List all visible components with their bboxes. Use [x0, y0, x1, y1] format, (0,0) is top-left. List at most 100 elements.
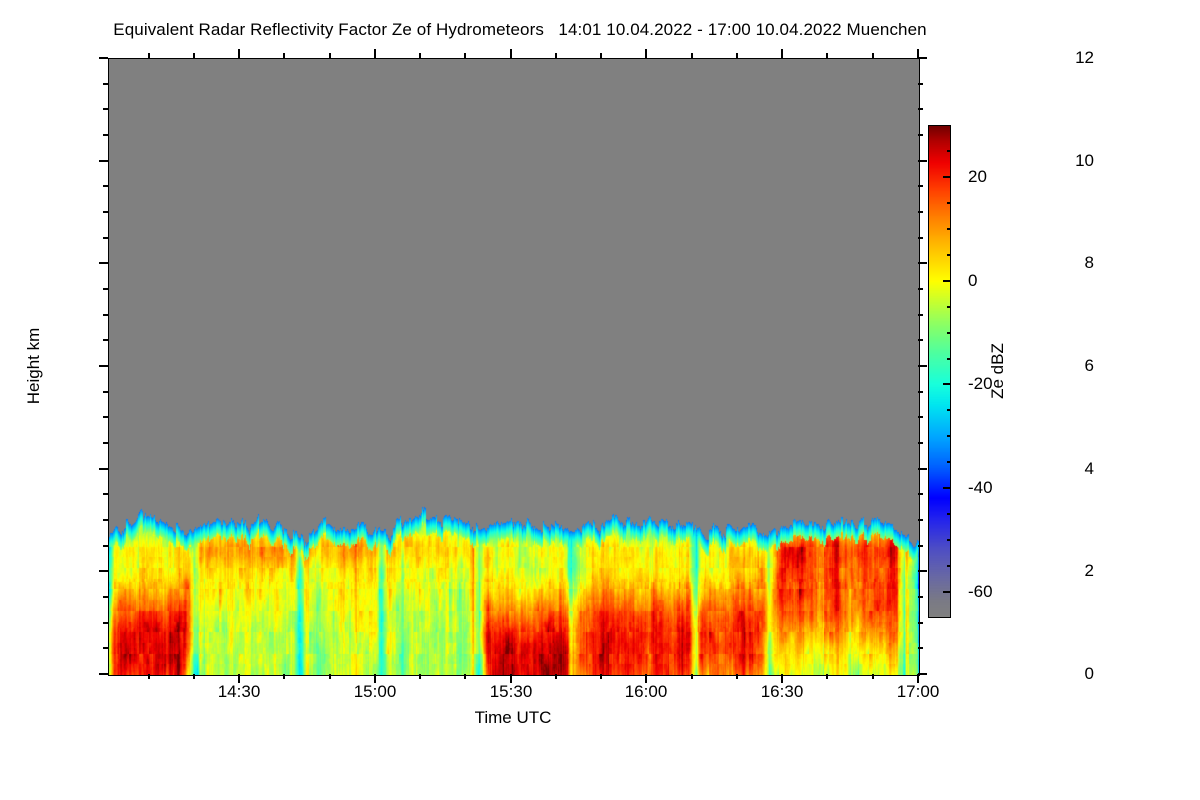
colorbar-tick-label: -60 [968, 582, 993, 601]
axis-tick [691, 674, 693, 679]
axis-tick [918, 211, 923, 213]
axis-tick [464, 53, 466, 58]
colorbar-gradient [928, 125, 951, 618]
axis-tick [464, 674, 466, 679]
colorbar-tick-label: -20 [968, 374, 993, 393]
colorbar-tick [947, 202, 951, 204]
colorbar-tick [943, 487, 951, 489]
axis-tick [918, 391, 923, 393]
axis-tick [103, 134, 108, 136]
axis-tick [918, 647, 923, 649]
axis-tick [691, 53, 693, 58]
axis-tick [103, 416, 108, 418]
colorbar-tick [947, 358, 951, 360]
axis-tick [918, 493, 923, 495]
axis-tick [918, 596, 923, 598]
colorbar-tick [947, 435, 951, 437]
axis-tick [872, 53, 874, 58]
axis-tick [103, 211, 108, 213]
axis-tick [103, 288, 108, 290]
axis-tick [918, 468, 927, 470]
colorbar-tick [947, 513, 951, 515]
axis-tick [918, 673, 927, 675]
axis-tick [103, 519, 108, 521]
axis-tick [329, 53, 331, 58]
colorbar-tick [947, 306, 951, 308]
y-axis-tick-label: 6 [1084, 356, 1094, 375]
axis-tick [918, 314, 923, 316]
axis-tick [918, 442, 923, 444]
y-axis-tick-label: 4 [1084, 459, 1094, 478]
colorbar-tick [947, 461, 951, 463]
axis-tick [645, 49, 647, 58]
axis-tick [600, 53, 602, 58]
figure-title: Equivalent Radar Reflectivity Factor Ze … [113, 20, 927, 39]
colorbar-tick [943, 176, 951, 178]
axis-tick [374, 49, 376, 58]
colorbar-tick-label: 0 [968, 271, 978, 290]
colorbar-tick [947, 332, 951, 334]
axis-tick [374, 674, 376, 683]
axis-tick [826, 53, 828, 58]
axis-tick [329, 674, 331, 679]
axis-tick [283, 674, 285, 679]
colorbar-tick [947, 254, 951, 256]
axis-tick [148, 53, 150, 58]
axis-tick [826, 674, 828, 679]
axis-tick [419, 53, 421, 58]
colorbar-tick-label: 20 [968, 167, 987, 186]
axis-tick [148, 674, 150, 679]
colorbar-tick-label: -40 [968, 478, 993, 497]
axis-tick [103, 314, 108, 316]
axis-tick [918, 134, 923, 136]
colorbar-tick [947, 539, 951, 541]
y-axis-tick-label: 0 [1084, 664, 1094, 683]
axis-tick [99, 262, 108, 264]
axis-tick [918, 262, 927, 264]
axis-tick [918, 57, 927, 59]
axis-tick [781, 49, 783, 58]
axis-tick [103, 108, 108, 110]
axis-tick [103, 647, 108, 649]
colorbar-tick [947, 565, 951, 567]
axis-tick [238, 49, 240, 58]
x-axis-tick-label: 14:30 [217, 682, 261, 701]
axis-tick [99, 365, 108, 367]
axis-tick [103, 442, 108, 444]
x-axis-tick-label: 16:30 [760, 682, 804, 701]
axis-tick [419, 674, 421, 679]
axis-tick [193, 674, 195, 679]
axis-tick [99, 673, 108, 675]
axis-tick [103, 83, 108, 85]
axis-tick [555, 53, 557, 58]
axis-tick [917, 49, 919, 58]
colorbar[interactable] [928, 125, 951, 618]
axis-tick [103, 391, 108, 393]
axis-tick [781, 674, 783, 683]
axis-tick [103, 622, 108, 624]
axis-tick [510, 49, 512, 58]
axis-tick [918, 108, 923, 110]
axis-tick [872, 674, 874, 679]
y-axis-tick-label: 8 [1084, 253, 1094, 272]
axis-tick [193, 53, 195, 58]
x-axis-title: Time UTC [474, 708, 552, 727]
axis-tick [736, 53, 738, 58]
colorbar-tick [947, 150, 951, 152]
axis-tick [103, 339, 108, 341]
axis-tick [99, 160, 108, 162]
y-axis-tick-label: 10 [1075, 151, 1094, 170]
axis-tick [918, 519, 923, 521]
y-axis-tick-label: 12 [1075, 48, 1094, 67]
axis-tick [510, 674, 512, 683]
y-axis-tick-label: 2 [1084, 561, 1094, 580]
colorbar-tick [947, 409, 951, 411]
plot-area[interactable] [108, 58, 920, 676]
axis-tick [600, 674, 602, 679]
x-axis-tick-label: 15:30 [489, 682, 533, 701]
colorbar-tick [947, 228, 951, 230]
axis-tick [918, 288, 923, 290]
axis-tick [917, 674, 919, 683]
axis-tick [918, 416, 923, 418]
